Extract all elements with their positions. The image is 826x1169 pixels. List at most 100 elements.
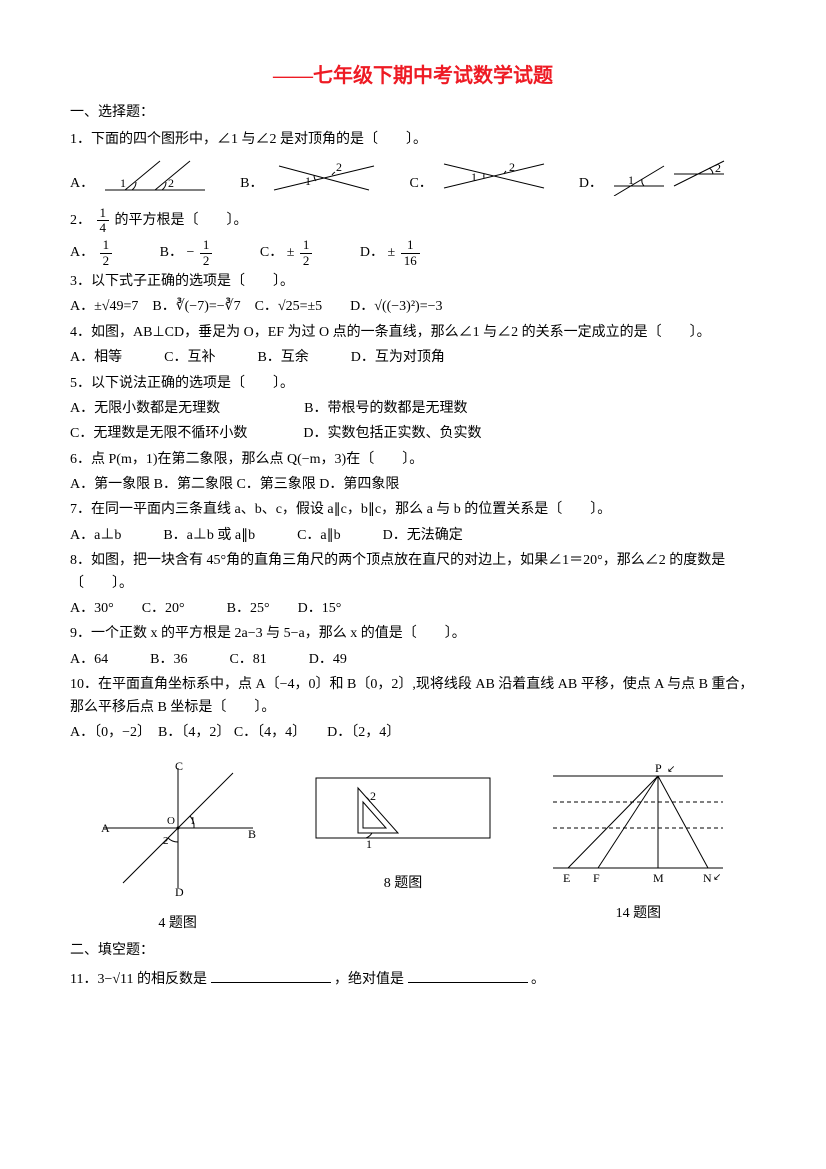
svg-text:2: 2 — [715, 161, 721, 175]
opt-label: A． — [70, 173, 94, 195]
svg-text:2: 2 — [336, 160, 342, 174]
svg-text:2: 2 — [168, 176, 174, 190]
q2-text: 2． 1 4 的平方根是〔 〕。 — [70, 206, 756, 236]
q1-text: 1．下面的四个图形中，∠1 与∠2 是对顶角的是〔 〕。 — [70, 129, 756, 151]
numerator: 1 — [300, 238, 313, 253]
page-title: ——七年级下期中考试数学试题 — [70, 60, 756, 92]
vertical-angle-diagram-a: 1 2 — [100, 156, 210, 196]
diagram-14-caption: 14 题图 — [543, 903, 733, 925]
svg-text:O: O — [167, 815, 175, 827]
q3-text: 3．以下式子正确的选项是〔 〕。 — [70, 271, 756, 293]
vertical-angle-diagram-d: 1 2 — [609, 156, 729, 196]
q7-options: A．a⊥b B．a⊥b 或 a∥b C．a∥b D．无法确定 — [70, 525, 756, 547]
svg-text:E: E — [563, 871, 570, 885]
blank-input[interactable] — [408, 968, 528, 983]
q4-options: A．相等 C．互补 B．互余 D．互为对顶角 — [70, 347, 756, 369]
denominator: 2 — [300, 254, 313, 268]
denominator: 2 — [200, 254, 213, 268]
q2-prefix: 2． — [70, 213, 91, 228]
q1-opt-a: A． 1 2 — [70, 156, 210, 196]
vertical-angle-diagram-c: 1 2 — [439, 156, 549, 196]
section-2-heading: 二、填空题： — [70, 940, 756, 962]
fraction: 116 — [401, 238, 420, 268]
q1-opt-d: D． 1 2 — [579, 156, 729, 196]
fraction: 12 — [300, 238, 313, 268]
svg-text:1: 1 — [628, 173, 634, 187]
svg-text:D: D — [175, 885, 184, 898]
fraction: 12 — [100, 238, 113, 268]
fraction: 12 — [200, 238, 213, 268]
q7-text: 7．在同一平面内三条直线 a、b、c，假设 a∥c，b∥c，那么 a 与 b 的… — [70, 499, 756, 521]
q11-part-a: 11．3−√11 的相反数是 — [70, 972, 207, 987]
denominator: 4 — [97, 221, 110, 235]
q11-part-c: 。 — [531, 972, 545, 987]
diagram-4-caption: 4 题图 — [93, 913, 263, 935]
q5-options-b: C．无理数是无限不循环小数 D．实数包括正实数、负实数 — [70, 423, 756, 445]
q1-options: A． 1 2 B． 1 2 C． 1 2 — [70, 156, 756, 196]
svg-text:C: C — [175, 759, 183, 773]
q5-text: 5．以下说法正确的选项是〔 〕。 — [70, 373, 756, 395]
perpendicular-lines-diagram: A B C D O 1 2 — [93, 758, 263, 898]
svg-text:1: 1 — [190, 815, 196, 827]
q2-opt-a: A． — [70, 245, 94, 260]
svg-text:1: 1 — [120, 176, 126, 190]
opt-label: C． — [409, 173, 432, 195]
svg-text:2: 2 — [509, 160, 515, 174]
svg-text:1: 1 — [366, 837, 372, 851]
q2-options: A． 12 B． − 12 C． ± 12 D． ± 116 — [70, 238, 756, 268]
svg-text:2: 2 — [163, 835, 169, 847]
q2-opt-c: C． — [260, 245, 283, 260]
q10-text: 10．在平面直角坐标系中，点 A〔−4，0〕和 B〔0，2〕,现将线段 AB 沿… — [70, 674, 756, 719]
q4-text: 4．如图，AB⊥CD，垂足为 O，EF 为过 O 点的一条直线，那么∠1 与∠2… — [70, 322, 756, 344]
svg-text:1: 1 — [471, 170, 477, 184]
parallel-lines-triangle-diagram: P ↙ E F M N ↙ — [543, 758, 733, 888]
diagram-8: 1 2 8 题图 — [308, 758, 498, 935]
diagram-row: A B C D O 1 2 4 题图 1 2 8 题图 — [70, 758, 756, 935]
svg-text:N: N — [703, 871, 712, 885]
diagram-8-caption: 8 题图 — [308, 873, 498, 895]
blank-input[interactable] — [211, 968, 331, 983]
q8-text: 8．如图，把一块含有 45°角的直角三角尺的两个顶点放在直尺的对边上，如果∠1＝… — [70, 550, 756, 595]
numerator: 1 — [97, 206, 110, 221]
q8-options: A．30° C．20° B．25° D．15° — [70, 598, 756, 620]
vertical-angle-diagram-b: 1 2 — [269, 156, 379, 196]
q6-text: 6．点 P(m，1)在第二象限，那么点 Q(−m，3)在〔 〕。 — [70, 449, 756, 471]
q1-opt-c: C． 1 2 — [409, 156, 548, 196]
section-1-heading: 一、选择题： — [70, 102, 756, 124]
q2-opt-d: D． — [360, 245, 384, 260]
svg-text:B: B — [248, 827, 256, 841]
q9-text: 9．一个正数 x 的平方根是 2a−3 与 5−a，那么 x 的值是〔 〕。 — [70, 623, 756, 645]
opt-label: B． — [240, 173, 263, 195]
q10-options: A．〔0，−2〕 B．〔4，2〕 C．〔4，4〕 D．〔2，4〕 — [70, 722, 756, 744]
numerator: 1 — [200, 238, 213, 253]
q6-options: A．第一象限 B．第二象限 C．第三象限 D．第四象限 — [70, 474, 756, 496]
prefix: ± — [287, 245, 295, 260]
prefix: ± — [388, 245, 396, 260]
ruler-triangle-diagram: 1 2 — [308, 758, 498, 858]
q5-options-a: A．无限小数都是无理数 B．带根号的数都是无理数 — [70, 398, 756, 420]
q9-options: A．64 B．36 C．81 D．49 — [70, 649, 756, 671]
numerator: 1 — [401, 238, 420, 253]
q1-opt-b: B． 1 2 — [240, 156, 379, 196]
denominator: 2 — [100, 254, 113, 268]
q11-text: 11．3−√11 的相反数是 ，绝对值是 。 — [70, 968, 756, 991]
fraction: 1 4 — [97, 206, 110, 236]
svg-text:M: M — [653, 871, 664, 885]
numerator: 1 — [100, 238, 113, 253]
svg-text:↙: ↙ — [667, 764, 675, 775]
diagram-4: A B C D O 1 2 4 题图 — [93, 758, 263, 935]
q11-part-b: ，绝对值是 — [334, 972, 404, 987]
q2-suffix: 的平方根是〔 〕。 — [115, 213, 248, 228]
svg-text:F: F — [593, 871, 600, 885]
svg-text:1: 1 — [305, 174, 311, 188]
diagram-14: P ↙ E F M N ↙ 14 题图 — [543, 758, 733, 935]
svg-text:2: 2 — [370, 789, 376, 803]
prefix: − — [186, 245, 194, 260]
opt-label: D． — [579, 173, 603, 195]
denominator: 16 — [401, 254, 420, 268]
q2-opt-b: B． — [160, 245, 183, 260]
q3-options: A．±√49=7 B．∛(−7)=−∛7 C．√25=±5 D．√((−3)²)… — [70, 296, 756, 318]
svg-text:↙: ↙ — [713, 872, 721, 883]
svg-text:A: A — [101, 821, 110, 835]
svg-text:P: P — [655, 761, 662, 775]
